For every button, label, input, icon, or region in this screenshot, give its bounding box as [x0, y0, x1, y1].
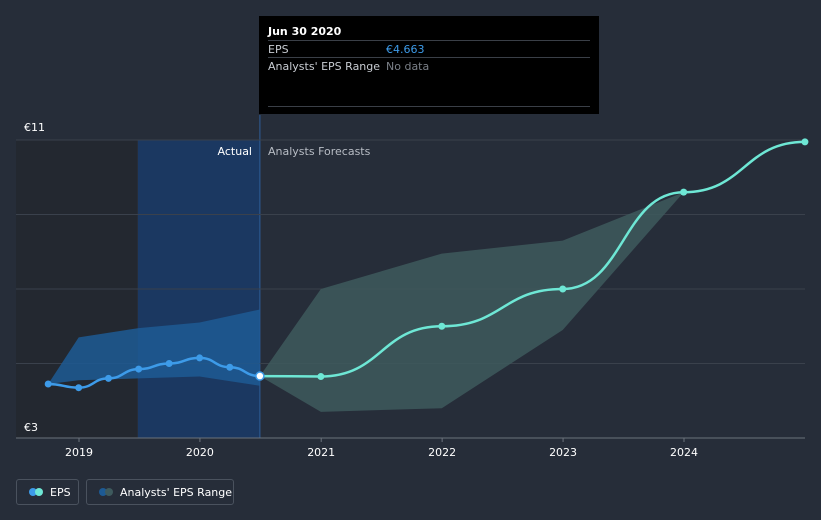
- eps-point-forecast-5: [801, 138, 809, 146]
- forecast-region-label: Analysts Forecasts: [268, 145, 371, 158]
- x-tick-label-2023: 2023: [549, 446, 577, 459]
- tooltip-eps-value: €4.663: [386, 43, 425, 56]
- eps-point-forecast-2: [438, 322, 446, 330]
- tooltip-date: Jun 30 2020: [268, 25, 342, 38]
- background-bands: [16, 115, 261, 438]
- eps-point-forecast-4: [680, 188, 688, 196]
- eps-point-actual-4: [165, 360, 173, 367]
- tooltip-range-value: No data: [386, 60, 430, 73]
- eps-point-actual-2: [104, 374, 112, 382]
- range-swatch-icon: [99, 488, 113, 496]
- tooltip-range-label: Analysts' EPS Range: [268, 60, 381, 73]
- eps-point-actual-0: [44, 380, 52, 388]
- eps-range-area-actual: [48, 309, 260, 386]
- tooltip-row-eps: EPS €4.663: [268, 40, 590, 58]
- eps-range-area-forecast: [259, 141, 805, 412]
- legend-range-button[interactable]: Analysts' EPS Range: [86, 479, 234, 505]
- eps-range-areas: [48, 141, 805, 412]
- eps-point-actual-1: [75, 384, 83, 392]
- legend-eps-label: EPS: [50, 485, 71, 499]
- y-tick-label-top: €11: [24, 121, 45, 134]
- y-tick-label-bottom: €3: [24, 421, 38, 434]
- actual-region-label: Actual: [218, 145, 252, 158]
- x-tick-label-2024: 2024: [670, 446, 698, 459]
- eps-swatch-icon: [29, 488, 43, 496]
- eps-point-actual-3: [135, 365, 143, 373]
- eps-points: [44, 138, 809, 392]
- eps-point-actual-6: [226, 363, 234, 371]
- eps-point-forecast-3: [559, 285, 567, 293]
- eps-point-forecast-1: [317, 373, 325, 381]
- x-tick-label-2021: 2021: [307, 446, 335, 459]
- legend-range-label: Analysts' EPS Range: [120, 485, 233, 499]
- x-tick-label-2019: 2019: [65, 446, 93, 459]
- tooltip-row-range: Analysts' EPS Range No data: [268, 57, 590, 75]
- x-tick-label-2020: 2020: [186, 446, 214, 459]
- x-tick-label-2022: 2022: [428, 446, 456, 459]
- eps-line-forecast: [259, 140, 805, 378]
- legend-eps-button[interactable]: EPS: [16, 479, 79, 505]
- eps-point-actual-5: [196, 354, 204, 362]
- tooltip-divider: [268, 106, 590, 107]
- eps-point-actual-7: [255, 371, 265, 381]
- tooltip-eps-label: EPS: [268, 43, 289, 56]
- axes: €11 €3 2019 2020 2021 2022 2023 2024: [24, 121, 698, 459]
- tooltip: Jun 30 2020 EPS €4.663 Analysts' EPS Ran…: [259, 16, 599, 114]
